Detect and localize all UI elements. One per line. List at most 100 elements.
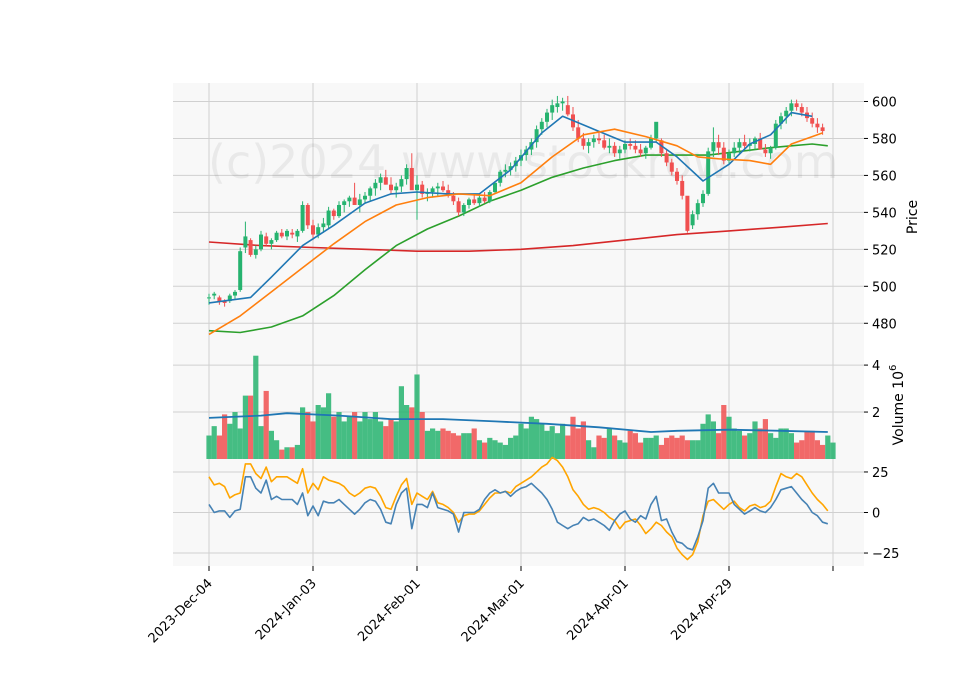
candle-body <box>737 142 742 148</box>
volume-bar <box>232 412 238 459</box>
candle-body <box>264 236 269 244</box>
volume-bar <box>518 423 524 459</box>
volume-bar <box>305 412 311 459</box>
volume-bar <box>341 421 347 459</box>
candle-body <box>420 184 425 194</box>
volume-bar <box>227 423 233 459</box>
y-tick-label: 0 <box>872 507 880 522</box>
x-tick-label: 2024-Jan-03 <box>253 576 320 643</box>
volume-bar <box>216 435 222 459</box>
volume-bar <box>409 407 415 459</box>
y-tick-label: 580 <box>872 132 897 147</box>
ma-mid-line <box>208 128 823 336</box>
candle-body <box>352 197 357 205</box>
volume-bar <box>643 437 649 459</box>
volume-bar <box>762 419 768 459</box>
candle-body <box>799 107 804 113</box>
candle-body <box>378 177 383 183</box>
volume-bar <box>690 440 696 459</box>
volume-bar <box>300 407 306 459</box>
candle-body <box>357 199 362 205</box>
volume-bar <box>263 390 269 459</box>
candle-body <box>560 101 565 104</box>
candle-body <box>415 184 419 191</box>
volume-ma-series <box>208 412 828 433</box>
candle-body <box>493 182 497 193</box>
volume-bar <box>736 430 742 459</box>
volume-bar <box>331 416 337 459</box>
candle-body <box>820 127 825 132</box>
volume-bar <box>430 428 436 459</box>
candle-body <box>321 223 326 228</box>
volume-bar <box>726 416 732 459</box>
candle-body <box>503 169 508 172</box>
volume-bar <box>554 433 560 459</box>
x-tick-label: 2024-Feb-01 <box>355 576 424 645</box>
volume-bar <box>716 433 722 459</box>
volume-bar <box>778 428 784 459</box>
volume-bar <box>612 435 618 459</box>
candle-body <box>534 129 539 143</box>
volume-bar <box>237 428 243 459</box>
volume-bar <box>591 447 597 459</box>
volume-bar <box>596 435 602 459</box>
volume-bar <box>617 440 623 459</box>
candle-body <box>399 179 404 187</box>
volume-bar <box>669 435 675 459</box>
candle-body <box>383 177 388 185</box>
candle-body <box>550 105 555 113</box>
volume-bar <box>560 423 566 459</box>
candle-body <box>649 138 653 148</box>
candle-body <box>285 230 289 237</box>
volume-bar <box>580 421 586 459</box>
candle-body <box>389 184 393 191</box>
candle-body <box>477 197 482 204</box>
candle-body <box>508 166 513 170</box>
candle-body <box>664 153 669 163</box>
candle-body <box>373 182 378 189</box>
candle-body <box>586 142 591 146</box>
volume-bar <box>435 430 441 459</box>
volume-bar <box>804 430 810 459</box>
oscillator-fast-series <box>208 476 829 551</box>
volume-bar <box>809 430 815 459</box>
candle-body <box>545 112 549 122</box>
price-axis-label: Price <box>905 200 921 234</box>
volume-bar <box>461 433 467 459</box>
volume-axis-label: Volume 106 <box>888 365 907 446</box>
volume-bar <box>632 433 638 459</box>
volume-bar <box>638 442 644 459</box>
volume-bar <box>695 440 701 459</box>
volume-bar <box>268 430 274 459</box>
volume-bar <box>336 412 342 459</box>
volume-bar <box>456 435 462 459</box>
volume-bar <box>752 421 758 459</box>
volume-bar <box>492 440 498 459</box>
ma-short-series <box>208 111 813 304</box>
candle-body <box>331 210 336 217</box>
candle-body <box>368 188 373 196</box>
volume-bar <box>799 440 805 459</box>
candle-body <box>430 188 435 193</box>
candle-body <box>279 232 284 237</box>
volume-bar <box>586 440 592 459</box>
volume-bar <box>721 405 727 459</box>
volume-bar <box>528 416 534 459</box>
candle-body <box>628 143 633 146</box>
ma-longest-series <box>208 222 828 252</box>
volume-bar <box>279 449 285 459</box>
candle-body <box>623 143 627 150</box>
candle-body <box>212 293 217 296</box>
volume-bar <box>372 412 378 459</box>
volume-bar <box>424 430 430 459</box>
y-tick-label: 480 <box>872 317 897 332</box>
volume-bar <box>710 421 716 459</box>
volume-bar <box>326 393 332 459</box>
candle-body <box>675 171 679 181</box>
candle-body <box>290 232 295 235</box>
volume-ma-line <box>208 412 828 433</box>
volume-bar <box>383 426 389 459</box>
volume-bar <box>565 435 571 459</box>
volume-bar <box>679 435 685 459</box>
oscillator-grid <box>173 459 864 566</box>
